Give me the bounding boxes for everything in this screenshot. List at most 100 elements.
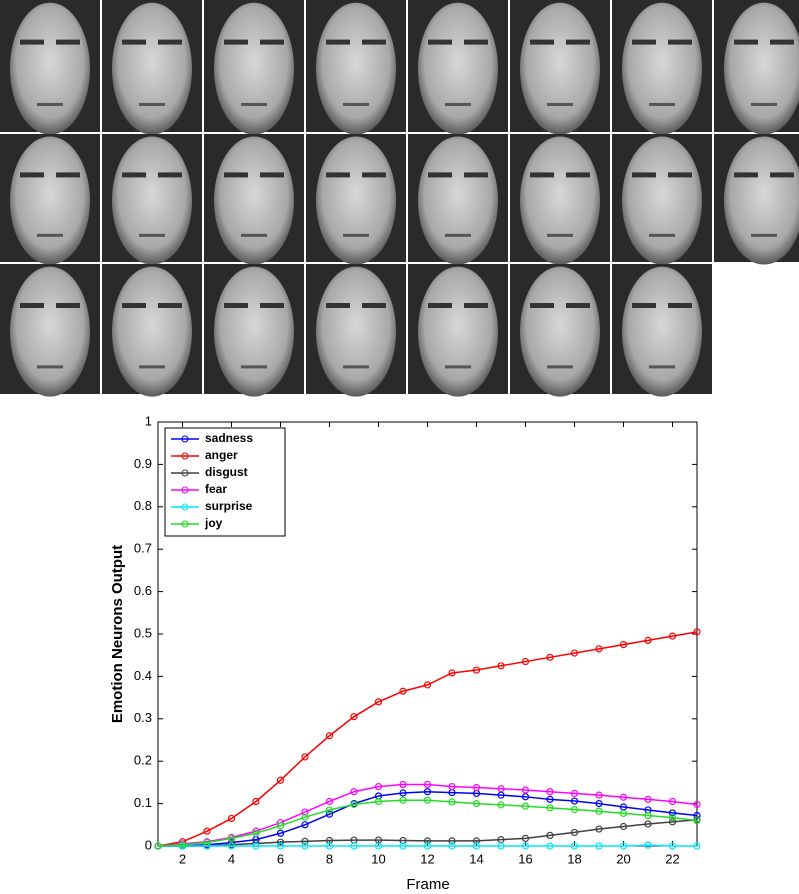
brow (20, 39, 44, 45)
brow (56, 39, 80, 45)
legend-marker (181, 486, 189, 494)
data-point (227, 834, 236, 842)
data-point (276, 829, 285, 837)
data-point (448, 842, 456, 850)
brow (158, 39, 182, 45)
data-point (276, 838, 285, 846)
face-grid (0, 0, 799, 397)
data-point (448, 798, 456, 806)
brow (362, 39, 386, 45)
data-point (570, 828, 579, 837)
data-point (521, 786, 530, 794)
brow (632, 172, 656, 178)
brow (428, 303, 452, 308)
data-point (497, 662, 505, 670)
data-point (448, 669, 456, 677)
brow (566, 303, 590, 308)
data-point (619, 822, 628, 831)
face (214, 136, 294, 265)
y-tick-label: 0.9 (134, 456, 152, 471)
face (520, 266, 600, 397)
data-point (693, 800, 701, 809)
legend: sadness anger disgust fear surprise joy (164, 427, 286, 537)
face (10, 266, 90, 397)
brow (20, 303, 44, 308)
brow (122, 303, 146, 308)
data-point (546, 831, 554, 840)
x-tick-label: 4 (228, 851, 235, 866)
brow (566, 39, 590, 45)
series-line (157, 799, 698, 847)
x-tick-label: 20 (616, 851, 630, 866)
brow (260, 39, 284, 45)
brow (770, 172, 794, 178)
face (622, 266, 702, 397)
data-point (546, 842, 554, 850)
y-tick-label: 0.1 (134, 795, 152, 810)
series-line (157, 783, 698, 847)
data-point (570, 789, 579, 798)
data-point (497, 785, 505, 793)
y-tick-label: 0.5 (134, 625, 152, 640)
brow (668, 172, 692, 178)
data-point (178, 841, 187, 849)
data-point (595, 807, 603, 815)
data-point (668, 842, 677, 850)
mouth (139, 365, 165, 369)
data-point (668, 813, 677, 822)
mouth (547, 233, 573, 237)
brow (464, 303, 488, 308)
face (724, 2, 799, 135)
x-tick-label: 8 (326, 851, 333, 866)
legend-label: disgust (205, 465, 248, 479)
data-point (423, 780, 432, 789)
face (316, 2, 396, 135)
brow (428, 172, 452, 178)
data-point (374, 783, 383, 791)
face (418, 136, 498, 265)
data-point (325, 842, 334, 850)
data-point (276, 822, 285, 830)
data-point (301, 753, 309, 761)
brow (326, 303, 350, 308)
y-tick-label: 0.4 (134, 668, 152, 683)
face (112, 2, 192, 135)
y-tick-label: 0 (145, 837, 152, 852)
data-point (472, 783, 481, 792)
brow (428, 39, 452, 45)
face (724, 136, 799, 265)
data-point (350, 713, 358, 721)
x-tick-label: 2 (179, 851, 186, 866)
data-point (693, 842, 701, 850)
data-point (374, 698, 383, 706)
mouth (445, 233, 471, 237)
data-point (399, 796, 407, 804)
data-point (521, 657, 530, 666)
brow (734, 39, 758, 45)
legend-box (164, 427, 286, 537)
face (112, 266, 192, 397)
y-tick-label: 1 (145, 413, 152, 428)
mouth (139, 102, 165, 106)
data-point (644, 795, 652, 803)
legend-label: joy (204, 516, 223, 530)
data-point (521, 793, 530, 801)
data-point (619, 793, 628, 801)
mouth (547, 365, 573, 369)
face (112, 136, 192, 265)
data-point (595, 842, 603, 850)
face (418, 266, 498, 397)
face (10, 2, 90, 135)
face (316, 266, 396, 397)
mouth (241, 365, 267, 369)
mouth (445, 102, 471, 106)
x-axis-label: Frame (406, 876, 449, 893)
data-point (399, 780, 407, 789)
legend-marker (181, 520, 189, 528)
data-point (448, 783, 456, 791)
data-point (448, 837, 456, 845)
data-point (252, 827, 260, 835)
mouth (751, 102, 777, 106)
data-point (595, 645, 603, 653)
legend-label: sadness (205, 431, 253, 445)
